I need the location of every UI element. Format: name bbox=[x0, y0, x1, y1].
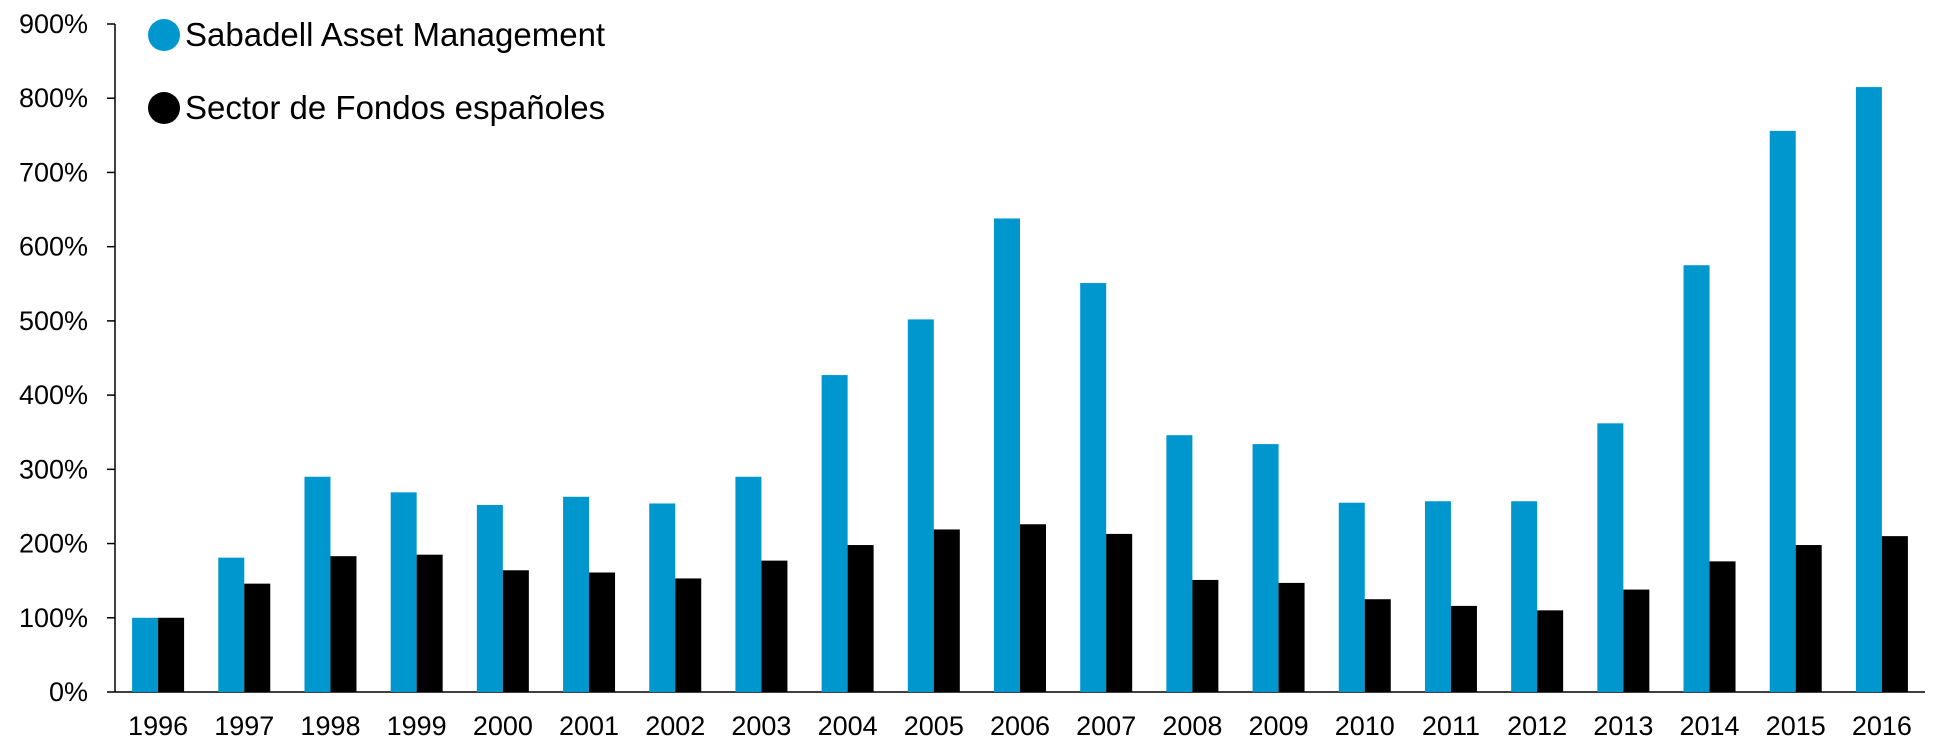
x-tick-label: 2013 bbox=[1593, 711, 1653, 739]
bar-sabadell-2012[interactable] bbox=[1511, 501, 1538, 692]
x-tick-label: 2002 bbox=[645, 711, 705, 739]
bar-sabadell-2015[interactable] bbox=[1769, 130, 1796, 692]
bar-sector-2006[interactable] bbox=[1020, 524, 1046, 692]
y-tick-label: 800% bbox=[19, 83, 88, 113]
x-tick-label: 2000 bbox=[473, 711, 533, 739]
bar-sabadell-2004[interactable] bbox=[821, 375, 848, 692]
bar-sabadell-1996[interactable] bbox=[132, 617, 159, 692]
bar-sector-1997[interactable] bbox=[244, 583, 271, 692]
bar-sector-1999[interactable] bbox=[416, 554, 443, 692]
bar-sector-1998[interactable] bbox=[330, 556, 357, 692]
bar-sector-2005[interactable] bbox=[933, 529, 960, 692]
x-axis: 1996 1997 1998 1999 2000 2001 2002 2003 2004 2005… bbox=[115, 691, 1925, 739]
bar-sabadell-2003[interactable] bbox=[735, 476, 762, 692]
bar-sabadell-1997[interactable] bbox=[218, 557, 245, 692]
bar-sabadell-1999[interactable] bbox=[390, 492, 417, 692]
legend-item-2[interactable]: Sector de Fondos españoles bbox=[148, 89, 605, 126]
x-tick-label: 2006 bbox=[990, 711, 1050, 739]
bar-sector-2015[interactable] bbox=[1795, 545, 1822, 692]
bar-sector-2010[interactable] bbox=[1364, 599, 1391, 692]
bar-sector-2016[interactable] bbox=[1881, 536, 1908, 692]
bar-sector-1996[interactable] bbox=[158, 617, 185, 692]
x-tick-label: 2004 bbox=[818, 711, 878, 739]
bar-sector-2011[interactable] bbox=[1450, 605, 1477, 692]
bar-sabadell-1998[interactable] bbox=[304, 476, 331, 692]
y-axis: 0% 100% 200% 300% 400% 500% 600% 700% 800% 900% bbox=[19, 9, 116, 707]
bar-sector-2009[interactable] bbox=[1278, 582, 1305, 692]
y-tick-label: 600% bbox=[19, 232, 88, 262]
bar-sabadell-2009[interactable] bbox=[1252, 444, 1279, 692]
y-tick-label: 400% bbox=[19, 380, 88, 410]
bars bbox=[132, 87, 1908, 693]
bar-sector-2002[interactable] bbox=[675, 578, 702, 692]
bar-sector-2014[interactable] bbox=[1709, 561, 1736, 692]
bar-sector-2012[interactable] bbox=[1537, 610, 1564, 692]
y-tick-label: 0% bbox=[49, 677, 88, 707]
legend-label-2: Sector de Fondos españoles bbox=[185, 89, 605, 126]
legend-swatch-2 bbox=[148, 92, 180, 124]
x-tick-label: 2011 bbox=[1422, 711, 1480, 739]
bar-sabadell-2010[interactable] bbox=[1338, 502, 1365, 692]
bar-sabadell-2000[interactable] bbox=[476, 504, 503, 692]
x-tick-label: 2015 bbox=[1766, 711, 1826, 739]
x-tick-label: 2016 bbox=[1852, 711, 1912, 739]
x-tick-label: 2001 bbox=[559, 711, 619, 739]
bar-sabadell-2006[interactable] bbox=[994, 218, 1020, 692]
y-tick-label: 200% bbox=[19, 529, 88, 559]
x-tick-label: 2007 bbox=[1076, 711, 1136, 739]
y-tick-label: 900% bbox=[19, 9, 88, 39]
bar-sector-2004[interactable] bbox=[847, 545, 874, 692]
bar-sabadell-2001[interactable] bbox=[563, 496, 590, 692]
x-tick-label: 2005 bbox=[904, 711, 964, 739]
legend-swatch-1 bbox=[148, 19, 180, 51]
bar-sector-2007[interactable] bbox=[1106, 533, 1133, 692]
bar-sector-2008[interactable] bbox=[1192, 579, 1219, 692]
x-tick-label: 2012 bbox=[1507, 711, 1567, 739]
x-tick-label: 1998 bbox=[300, 711, 360, 739]
x-tick-label: 1996 bbox=[128, 711, 188, 739]
x-tick-label: 2008 bbox=[1162, 711, 1222, 739]
bar-sabadell-2014[interactable] bbox=[1683, 265, 1710, 692]
bar-sabadell-2011[interactable] bbox=[1424, 501, 1451, 692]
x-tick-label: 2003 bbox=[731, 711, 791, 739]
legend-label-1: Sabadell Asset Management bbox=[185, 16, 605, 53]
y-tick-label: 300% bbox=[19, 454, 88, 484]
y-tick-label: 500% bbox=[19, 306, 88, 336]
bar-sabadell-2002[interactable] bbox=[649, 503, 676, 692]
bar-sector-2003[interactable] bbox=[761, 560, 788, 692]
bar-sabadell-2008[interactable] bbox=[1166, 435, 1193, 692]
bar-sabadell-2005[interactable] bbox=[907, 319, 934, 692]
bar-sabadell-2016[interactable] bbox=[1855, 87, 1882, 693]
x-tick-label: 2009 bbox=[1249, 711, 1309, 739]
x-tick-label: 2010 bbox=[1335, 711, 1395, 739]
y-tick-label: 700% bbox=[19, 157, 88, 187]
x-tick-label: 1997 bbox=[214, 711, 274, 739]
bar-sabadell-2013[interactable] bbox=[1597, 423, 1624, 692]
x-tick-label: 1999 bbox=[387, 711, 447, 739]
x-tick-label: 2014 bbox=[1679, 711, 1739, 739]
bar-sabadell-2007[interactable] bbox=[1080, 283, 1107, 692]
bar-sector-2013[interactable] bbox=[1623, 589, 1650, 692]
bar-sector-2000[interactable] bbox=[502, 570, 529, 692]
legend: Sabadell Asset Management Sector de Fond… bbox=[148, 16, 605, 126]
y-tick-label: 100% bbox=[19, 603, 88, 633]
legend-item-1[interactable]: Sabadell Asset Management bbox=[148, 16, 605, 53]
bar-sector-2001[interactable] bbox=[589, 572, 616, 692]
